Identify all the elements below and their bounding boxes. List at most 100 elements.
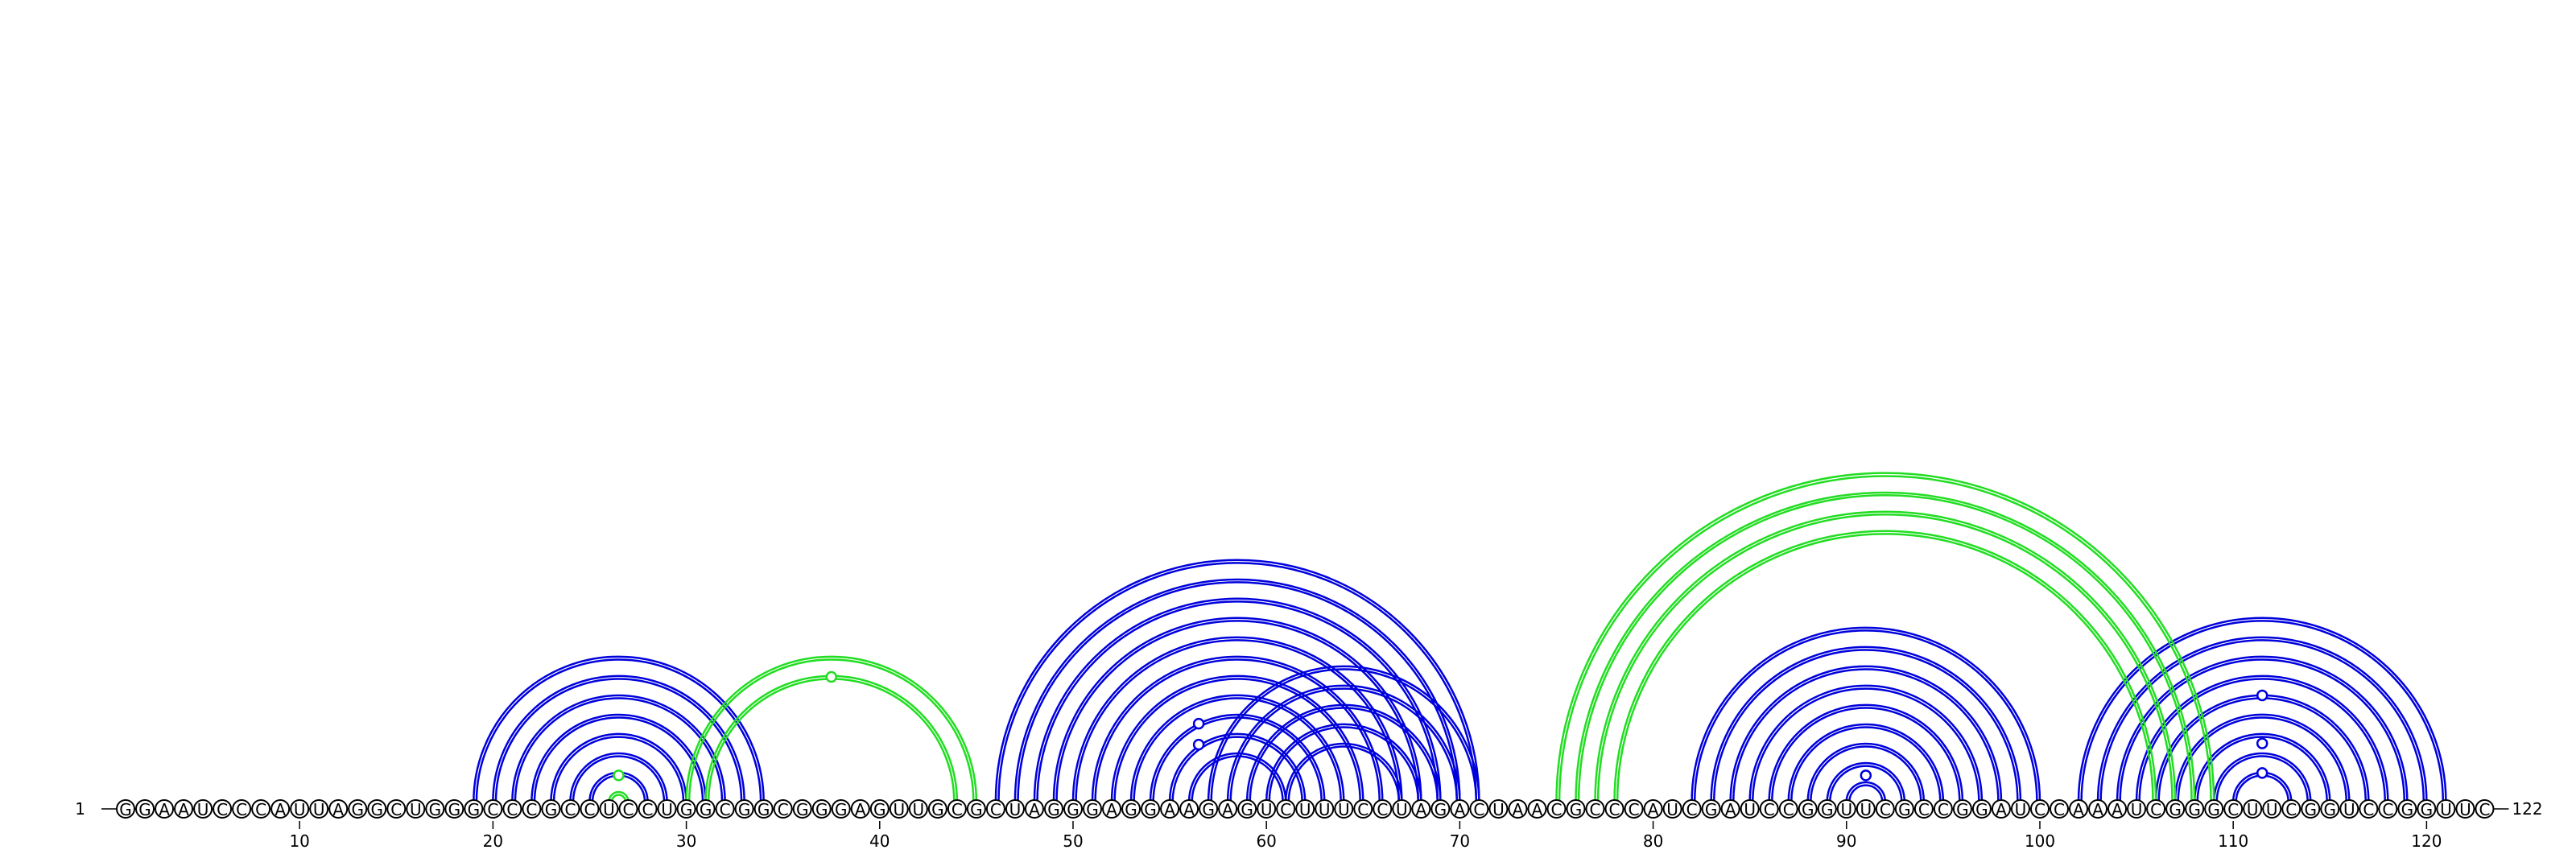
nucleotide-circle <box>444 799 464 819</box>
nucleotide-9: A <box>270 799 291 819</box>
nucleotide-circle <box>1141 799 1161 819</box>
nucleotide-68: A <box>1411 799 1431 819</box>
nucleotide-66: C <box>1373 799 1393 819</box>
nucleotide-circle <box>1257 799 1277 819</box>
nucleotide-circle <box>1798 799 1818 819</box>
nucleotide-letter: G <box>429 800 442 819</box>
nucleotide-circle <box>908 799 928 819</box>
nucleotide-circle <box>2281 799 2301 819</box>
blue-arc <box>1710 646 2022 802</box>
nucleotide-115: G <box>2320 799 2340 819</box>
tick-20: 20 <box>483 821 503 851</box>
nucleotide-19: G <box>464 799 484 819</box>
nucleotide-8: C <box>251 799 271 819</box>
nucleotide-letter: A <box>1513 800 1524 819</box>
nucleotide-letter: U <box>2247 800 2259 819</box>
nucleotide-circle <box>2107 799 2128 819</box>
nucleotide-circle <box>831 799 851 819</box>
tick-label: 10 <box>289 831 309 851</box>
nucleotide-16: U <box>406 799 426 819</box>
blue-arc <box>1265 723 1422 802</box>
nucleotide-letter: G <box>1705 800 1718 819</box>
nucleotide-letter: C <box>1629 800 1640 819</box>
nucleotide-123: C <box>2475 799 2495 819</box>
nucleotide-circle <box>1508 799 1528 819</box>
nucleotide-18: G <box>444 799 464 819</box>
nucleotide-letter: C <box>1377 800 1388 819</box>
nucleotide-letter: G <box>371 800 384 819</box>
nucleotide-circle <box>1276 799 1296 819</box>
nucleotide-42: U <box>908 799 928 819</box>
nucleotide-letter: C <box>1938 800 1949 819</box>
nucleotide-55: A <box>1160 799 1180 819</box>
blue-arc-inner <box>1152 716 1323 802</box>
nucleotide-circle <box>1952 799 1972 819</box>
nucleotide-85: U <box>1740 799 1760 819</box>
tick-30: 30 <box>676 821 696 851</box>
tick-40: 40 <box>869 821 890 851</box>
nucleotide-64: U <box>1334 799 1354 819</box>
blue-arc <box>550 732 687 802</box>
blue-arc-inner <box>1752 687 1980 802</box>
nucleotide-38: G <box>831 799 851 819</box>
nucleotide-17: G <box>425 799 445 819</box>
nucleotide-circle <box>386 799 407 819</box>
nucleotide-letter: G <box>970 800 983 819</box>
nucleotide-letter: G <box>138 800 151 819</box>
nucleotide-circle <box>1179 799 1199 819</box>
nucleotide-79: C <box>1624 799 1644 819</box>
nucleotide-letter: A <box>2112 800 2123 819</box>
nucleotide-circle <box>522 799 542 819</box>
nucleotide-letter: U <box>2015 800 2027 819</box>
blue-arc-inner <box>1829 765 1903 802</box>
nucleotide-letter: A <box>855 800 866 819</box>
nucleotide-circle <box>483 799 503 819</box>
blue-arc <box>1748 684 1984 802</box>
nucleotide-circle <box>2165 799 2186 819</box>
nucleotide-letter: C <box>1609 800 1620 819</box>
nucleotide-3: A <box>155 799 175 819</box>
nucleotide-letter: U <box>1744 800 1756 819</box>
nucleotide-circle <box>1778 799 1798 819</box>
blue-arc-inner <box>2138 678 2386 802</box>
nucleotide-circle <box>889 799 909 819</box>
blue-arc <box>530 713 707 802</box>
nucleotide-58: A <box>1218 799 1238 819</box>
nucleotide-letter: G <box>1125 800 1137 819</box>
tick-80: 80 <box>1643 821 1663 851</box>
nucleotide-letter: G <box>1202 800 1215 819</box>
nucleotide-63: U <box>1315 799 1335 819</box>
nucleotide-letter: A <box>1648 800 1659 819</box>
tick-120: 120 <box>2411 821 2442 851</box>
nucleotide-78: C <box>1604 799 1624 819</box>
nucleotide-31: G <box>696 799 716 819</box>
nucleotide-45: G <box>966 799 986 819</box>
nucleotide-circle <box>676 799 696 819</box>
nucleotide-118: C <box>2378 799 2398 819</box>
nucleotide-circle <box>2088 799 2108 819</box>
nucleotide-109: G <box>2204 799 2224 819</box>
nucleotide-circle <box>947 799 967 819</box>
tick-50: 50 <box>1063 821 1084 851</box>
nucleotide-circle <box>1759 799 1779 819</box>
nucleotide-letter: C <box>564 800 576 819</box>
blue-arc-inner <box>1113 678 1361 802</box>
nucleotide-letter: G <box>835 800 848 819</box>
nucleotide-103: A <box>2088 799 2108 819</box>
nucleotide-circle <box>1121 799 1141 819</box>
blue-arc <box>473 655 765 802</box>
nucleotide-letter: C <box>990 800 1001 819</box>
nucleotide-circle <box>2185 799 2205 819</box>
nucleotide-circle <box>1836 799 1856 819</box>
nucleotide-12: A <box>328 799 349 819</box>
nucleotide-letter: G <box>796 800 809 819</box>
end-label: 122 <box>2512 799 2542 819</box>
blue-arc <box>994 559 1480 802</box>
nucleotide-letter: C <box>1550 800 1562 819</box>
nucleotide-circle <box>1585 799 1605 819</box>
nucleotide-33: G <box>734 799 754 819</box>
tick-axis: 10 20 30 40 50 60 70 80 90 100 110 120 <box>289 821 2442 851</box>
green-loop-marker <box>613 769 625 782</box>
tick-110: 110 <box>2218 821 2248 851</box>
nucleotide-circle <box>406 799 426 819</box>
